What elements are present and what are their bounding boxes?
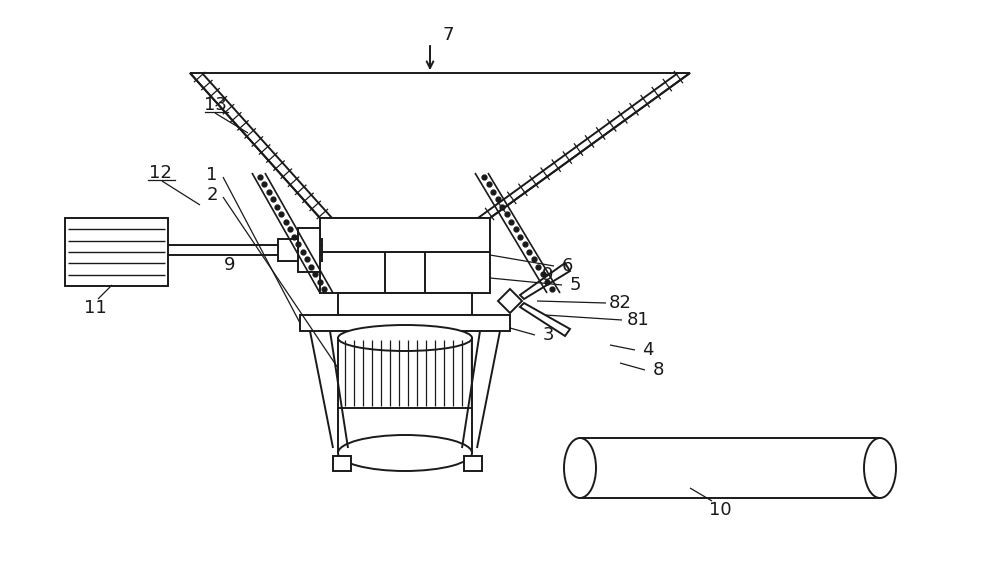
Bar [320,218,490,293]
Bar [338,338,472,408]
Text: 7: 7 [442,26,454,44]
Text: 6: 6 [561,257,573,275]
Ellipse shape [564,438,596,498]
Bar [298,228,320,272]
Text: 10: 10 [709,501,731,519]
Text: 9: 9 [224,256,236,274]
Bar [278,239,322,261]
Polygon shape [498,289,522,313]
Bar [333,456,351,471]
Text: 12: 12 [149,164,171,182]
Text: 1: 1 [206,166,218,184]
Ellipse shape [864,438,896,498]
Text: 13: 13 [204,96,226,114]
Polygon shape [190,73,690,218]
Bar [338,293,472,315]
Bar [65,218,168,286]
Ellipse shape [338,435,472,471]
Bar [464,456,482,471]
Text: 3: 3 [542,326,554,344]
Text: 9: 9 [542,266,554,284]
Text: 8: 8 [652,361,664,379]
Text: 82: 82 [609,294,631,312]
Ellipse shape [338,325,472,351]
Text: 11: 11 [84,299,106,317]
Text: 2: 2 [206,186,218,204]
Text: 81: 81 [627,311,649,329]
Text: 4: 4 [642,341,654,359]
Text: 5: 5 [569,276,581,294]
Bar [300,315,510,331]
Polygon shape [520,263,570,299]
Polygon shape [520,303,570,336]
